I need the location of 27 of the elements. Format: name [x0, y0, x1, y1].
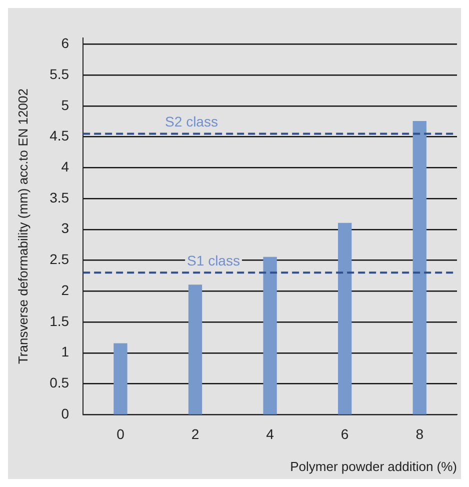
- y-tick-label: 3: [61, 220, 70, 236]
- y-tick-label: 6: [61, 35, 70, 52]
- bar: [338, 222, 352, 414]
- x-tick-label: 4: [266, 426, 274, 442]
- x-tick-label: 2: [191, 426, 200, 442]
- y-tick-label: 2.5: [50, 251, 70, 268]
- ref-line-label: S2 class: [165, 114, 218, 130]
- y-tick-label: 5.5: [50, 66, 70, 82]
- y-tick-label: 2: [61, 282, 70, 298]
- y-tick-label: 4: [61, 158, 70, 175]
- y-tick-label: 0.5: [50, 374, 70, 391]
- y-tick-label: 1.5: [50, 312, 70, 329]
- ref-line-label: S1 class: [187, 252, 240, 268]
- bar: [114, 343, 128, 414]
- y-tick-label: 1: [61, 344, 70, 360]
- y-tick-label: 5: [61, 96, 70, 113]
- y-tick-label: 0: [61, 405, 70, 422]
- y-tick-label: 3.5: [50, 189, 70, 206]
- x-tick-label: 0: [116, 426, 125, 442]
- bar: [263, 256, 277, 414]
- x-tick-label: 6: [340, 426, 349, 442]
- x-axis-title: Polymer powder addition (%): [290, 458, 457, 474]
- x-tick-label: 8: [416, 426, 424, 442]
- y-tick-label: 4.5: [50, 128, 70, 144]
- y-axis-title: Transverse deformability (mm) acc.to EN 12002: [15, 88, 30, 364]
- bar: [188, 284, 202, 414]
- bar: [412, 121, 426, 414]
